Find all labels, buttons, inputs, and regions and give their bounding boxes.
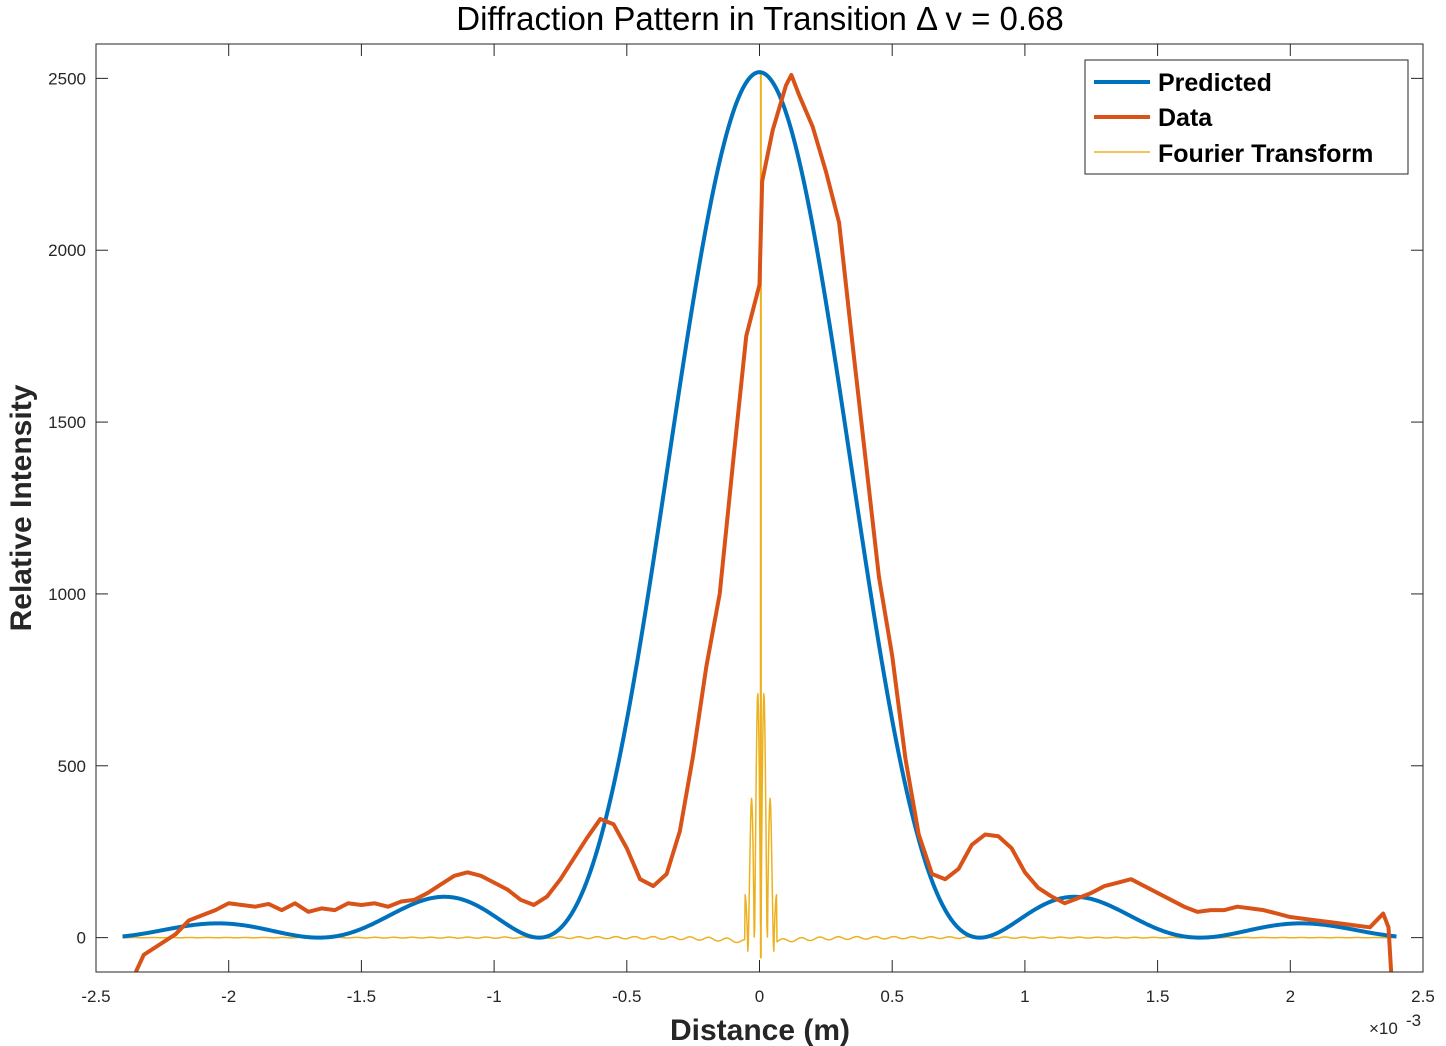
x-tick-label: 1.5 [1146, 987, 1170, 1006]
x-tick-label: 1 [1020, 987, 1029, 1006]
x-axis-label: Distance (m) [670, 1014, 850, 1046]
y-tick-label: 1500 [48, 413, 86, 432]
x-tick-label: 2.5 [1411, 987, 1435, 1006]
legend-label-predicted: Predicted [1158, 69, 1272, 97]
x-axis-exponent-power: -3 [1406, 1011, 1421, 1030]
y-tick-label: 2500 [48, 69, 86, 88]
x-tick-label: -1 [487, 987, 502, 1006]
x-axis-ticks: -2.5 -2 -1.5 -1 -0.5 0 0.5 1 1.5 2 2.5 [81, 44, 1435, 1006]
y-tick-label: 0 [77, 929, 86, 948]
y-tick-label: 500 [58, 757, 86, 776]
series-predicted [121, 70, 1398, 940]
y-axis-ticks: 0 500 1000 1500 2000 2500 [48, 69, 1423, 948]
y-axis-label: Relative Intensity [5, 384, 38, 631]
x-tick-label: -1.5 [347, 987, 376, 1006]
legend-label-data: Data [1158, 104, 1213, 132]
series-data [133, 72, 1394, 972]
x-tick-label: -0.5 [612, 987, 641, 1006]
x-tick-label: 0 [755, 987, 764, 1006]
x-tick-label: 2 [1286, 987, 1295, 1006]
legend: Predicted Data Fourier Transform [1084, 59, 1409, 175]
chart-title: Diffraction Pattern in Transition Δ v = … [456, 0, 1064, 37]
legend-label-fourier: Fourier Transform [1158, 140, 1373, 168]
series-layer [121, 70, 1398, 972]
x-axis-exponent-base: ×10 [1369, 1019, 1398, 1038]
x-axis-exponent: ×10 -3 [1369, 1011, 1421, 1038]
plot-area [121, 70, 1398, 972]
x-tick-label: -2 [221, 987, 236, 1006]
y-tick-label: 1000 [48, 585, 86, 604]
x-tick-label: -2.5 [81, 987, 110, 1006]
x-tick-label: 0.5 [880, 987, 904, 1006]
y-tick-label: 2000 [48, 241, 86, 260]
